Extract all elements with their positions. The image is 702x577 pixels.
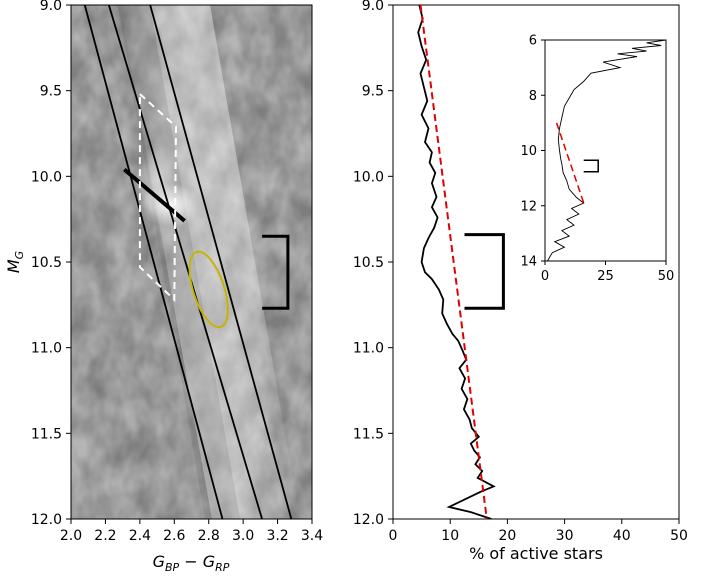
middle-xtick-label: 50: [670, 528, 688, 544]
left-xtick-label: 2.4: [129, 528, 151, 544]
left-ytick-label: 11.0: [31, 341, 62, 357]
left-ytick-label: 9.5: [40, 84, 62, 100]
inset-ytick-label: 14: [520, 255, 537, 270]
sequence-line: [83, 5, 224, 519]
highlight-ellipse: [188, 250, 229, 329]
inset-ytick-label: 10: [520, 144, 537, 159]
middle-bracket: [464, 233, 505, 310]
inset-xtick-label: 25: [597, 269, 614, 284]
left-xtick-label: 3.2: [266, 528, 288, 544]
left-y-axis-label: MG: [4, 251, 26, 273]
middle-x-axis-label: % of active stars: [469, 544, 603, 563]
left-x-axis-label: GBP − GRP: [153, 552, 230, 574]
inset-ytick-label: 8: [529, 89, 537, 104]
dashed-region: [138, 91, 178, 303]
middle-ytick-label: 12.0: [353, 512, 384, 528]
left-ytick-label: 10.5: [31, 255, 62, 271]
inset-axes-frame: [544, 39, 667, 262]
inset-chart: 0 25 50 6 8 10 12 14: [520, 34, 674, 284]
left-ytick-label: 10.0: [31, 169, 62, 185]
left-xtick-label: 2.0: [60, 528, 82, 544]
left-ytick-label: 11.5: [31, 426, 62, 442]
left-xtick-label: 3.4: [301, 528, 323, 544]
inset-xtick-label: 0: [541, 269, 549, 284]
inset-series-1: [555, 122, 586, 207]
left-panel: 2.0 2.2 2.4 2.6 2.8 3.0 3.2 3.4 9.0 9.5 10.0 10.5 11…: [4, 0, 323, 574]
inset-series-0: [547, 40, 666, 261]
middle-ytick-label: 10.0: [353, 169, 384, 185]
left-xtick-label: 2.2: [94, 528, 116, 544]
sequence-line: [149, 5, 293, 519]
left-ytick-label: 12.0: [31, 512, 62, 528]
left-xtick-label: 2.6: [163, 528, 185, 544]
middle-ytick-label: 11.5: [353, 426, 384, 442]
middle-ytick-label: 9.5: [362, 84, 384, 100]
middle-series-1: [419, 5, 488, 519]
middle-ytick-label: 10.5: [353, 255, 384, 271]
sequence-line: [108, 5, 263, 519]
left-bracket: [262, 234, 290, 310]
middle-ytick-label: 11.0: [353, 341, 384, 357]
inset-bracket: [583, 159, 599, 173]
middle-panel: 0 10 20 30 40 50 9.0 9.5 10.0 10.5 11.0 11.5 12.0 % …: [353, 0, 688, 563]
middle-xtick-label: 30: [556, 528, 574, 544]
middle-xtick-label: 0: [389, 528, 398, 544]
middle-xtick-label: 40: [613, 528, 631, 544]
left-xtick-label: 3.0: [232, 528, 254, 544]
inset-ytick-label: 6: [529, 34, 537, 49]
middle-xtick-label: 10: [441, 528, 459, 544]
density-image: [71, 5, 312, 519]
left-ytick-label: 9.0: [40, 0, 62, 14]
middle-xtick-label: 20: [498, 528, 516, 544]
left-xtick-label: 2.8: [198, 528, 220, 544]
inset-ytick-label: 12: [520, 199, 537, 214]
inset-xtick-label: 50: [658, 269, 675, 284]
middle-ytick-label: 9.0: [362, 0, 384, 14]
